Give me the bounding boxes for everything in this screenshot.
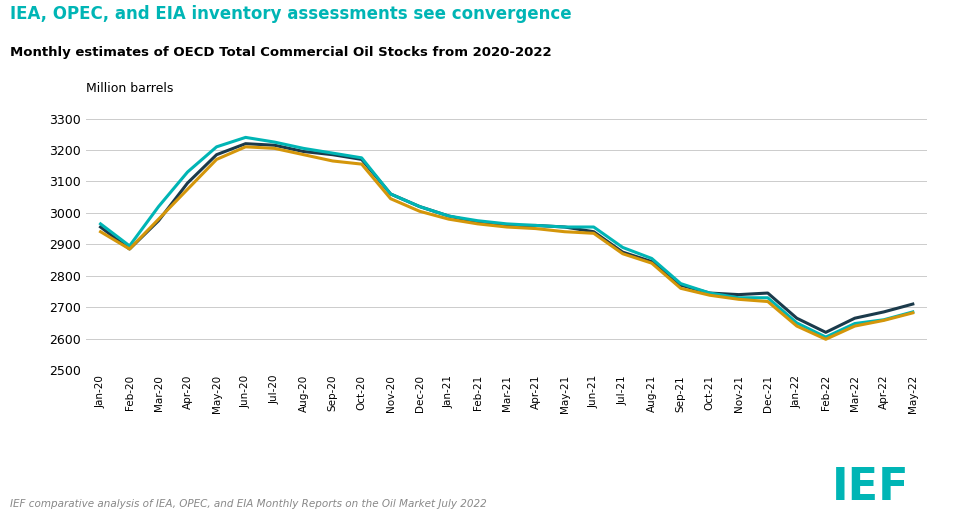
EIA (OECD total commercial stocks): [588, 230, 599, 236]
EIA (OECD total commercial stocks): [182, 186, 193, 192]
EIA (OECD total commercial stocks): [327, 158, 338, 164]
OPEC (OECD total commercial stocks): [733, 295, 745, 301]
IEA (OECD total commercial stocks): [124, 246, 136, 252]
EIA (OECD total commercial stocks): [501, 224, 512, 230]
IEA (OECD total commercial stocks): [443, 213, 454, 219]
OPEC (OECD total commercial stocks): [530, 223, 541, 229]
EIA (OECD total commercial stocks): [269, 145, 280, 152]
OPEC (OECD total commercial stocks): [298, 145, 310, 152]
IEA (OECD total commercial stocks): [501, 223, 512, 229]
IEA (OECD total commercial stocks): [704, 290, 715, 296]
IEA (OECD total commercial stocks): [153, 217, 164, 224]
OPEC (OECD total commercial stocks): [588, 224, 599, 230]
OPEC (OECD total commercial stocks): [269, 139, 280, 145]
OPEC (OECD total commercial stocks): [762, 295, 773, 301]
IEA (OECD total commercial stocks): [211, 152, 223, 158]
EIA (OECD total commercial stocks): [414, 208, 425, 214]
IEA (OECD total commercial stocks): [733, 291, 745, 298]
EIA (OECD total commercial stocks): [298, 152, 310, 158]
OPEC (OECD total commercial stocks): [153, 204, 164, 210]
IEA (OECD total commercial stocks): [849, 315, 860, 321]
EIA (OECD total commercial stocks): [646, 260, 658, 266]
EIA (OECD total commercial stocks): [675, 285, 686, 291]
EIA (OECD total commercial stocks): [443, 216, 454, 222]
IEA (OECD total commercial stocks): [240, 141, 251, 147]
IEA (OECD total commercial stocks): [675, 282, 686, 288]
EIA (OECD total commercial stocks): [95, 229, 106, 235]
IEA (OECD total commercial stocks): [269, 142, 280, 149]
EIA (OECD total commercial stocks): [849, 323, 860, 329]
OPEC (OECD total commercial stocks): [820, 334, 832, 340]
OPEC (OECD total commercial stocks): [240, 134, 251, 140]
IEA (OECD total commercial stocks): [559, 224, 571, 230]
OPEC (OECD total commercial stocks): [559, 224, 571, 230]
IEA (OECD total commercial stocks): [907, 301, 919, 307]
IEA (OECD total commercial stocks): [414, 204, 425, 210]
OPEC (OECD total commercial stocks): [878, 317, 889, 323]
Text: IEA, OPEC, and EIA inventory assessments see convergence: IEA, OPEC, and EIA inventory assessments…: [10, 5, 571, 23]
EIA (OECD total commercial stocks): [153, 216, 164, 222]
OPEC (OECD total commercial stocks): [124, 243, 136, 249]
EIA (OECD total commercial stocks): [791, 323, 802, 329]
Line: EIA (OECD total commercial stocks): EIA (OECD total commercial stocks): [100, 147, 913, 339]
EIA (OECD total commercial stocks): [211, 156, 223, 162]
IEA (OECD total commercial stocks): [327, 152, 338, 158]
IEA (OECD total commercial stocks): [588, 229, 599, 235]
EIA (OECD total commercial stocks): [704, 292, 715, 298]
IEA (OECD total commercial stocks): [298, 149, 310, 155]
IEA (OECD total commercial stocks): [878, 309, 889, 315]
EIA (OECD total commercial stocks): [124, 246, 136, 252]
EIA (OECD total commercial stocks): [559, 229, 571, 235]
OPEC (OECD total commercial stocks): [675, 281, 686, 287]
Line: OPEC (OECD total commercial stocks): OPEC (OECD total commercial stocks): [100, 137, 913, 337]
OPEC (OECD total commercial stocks): [385, 191, 397, 197]
OPEC (OECD total commercial stocks): [791, 320, 802, 326]
EIA (OECD total commercial stocks): [878, 317, 889, 323]
IEA (OECD total commercial stocks): [472, 219, 484, 225]
IEA (OECD total commercial stocks): [530, 223, 541, 229]
IEA (OECD total commercial stocks): [646, 259, 658, 265]
OPEC (OECD total commercial stocks): [501, 221, 512, 227]
OPEC (OECD total commercial stocks): [211, 144, 223, 150]
IEA (OECD total commercial stocks): [820, 329, 832, 336]
IEA (OECD total commercial stocks): [356, 156, 367, 162]
Text: IEF comparative analysis of IEA, OPEC, and EIA Monthly Reports on the Oil Market: IEF comparative analysis of IEA, OPEC, a…: [10, 499, 487, 509]
OPEC (OECD total commercial stocks): [617, 244, 628, 250]
OPEC (OECD total commercial stocks): [646, 255, 658, 262]
OPEC (OECD total commercial stocks): [182, 169, 193, 175]
EIA (OECD total commercial stocks): [240, 144, 251, 150]
OPEC (OECD total commercial stocks): [95, 221, 106, 227]
IEA (OECD total commercial stocks): [385, 191, 397, 197]
Text: Monthly estimates of OECD Total Commercial Oil Stocks from 2020-2022: Monthly estimates of OECD Total Commerci…: [10, 46, 552, 59]
EIA (OECD total commercial stocks): [472, 221, 484, 227]
OPEC (OECD total commercial stocks): [414, 204, 425, 210]
EIA (OECD total commercial stocks): [617, 251, 628, 257]
Text: Million barrels: Million barrels: [86, 82, 173, 95]
IEA (OECD total commercial stocks): [182, 180, 193, 186]
IEA (OECD total commercial stocks): [791, 315, 802, 321]
OPEC (OECD total commercial stocks): [443, 213, 454, 219]
EIA (OECD total commercial stocks): [530, 226, 541, 232]
Line: IEA (OECD total commercial stocks): IEA (OECD total commercial stocks): [100, 144, 913, 333]
OPEC (OECD total commercial stocks): [472, 217, 484, 224]
Text: IEF: IEF: [832, 466, 909, 509]
EIA (OECD total commercial stocks): [356, 161, 367, 167]
EIA (OECD total commercial stocks): [733, 296, 745, 302]
IEA (OECD total commercial stocks): [762, 290, 773, 296]
EIA (OECD total commercial stocks): [385, 196, 397, 202]
OPEC (OECD total commercial stocks): [907, 309, 919, 315]
EIA (OECD total commercial stocks): [820, 336, 832, 342]
EIA (OECD total commercial stocks): [762, 299, 773, 305]
OPEC (OECD total commercial stocks): [356, 155, 367, 161]
OPEC (OECD total commercial stocks): [849, 320, 860, 326]
EIA (OECD total commercial stocks): [907, 310, 919, 316]
IEA (OECD total commercial stocks): [617, 249, 628, 255]
OPEC (OECD total commercial stocks): [327, 150, 338, 156]
OPEC (OECD total commercial stocks): [704, 290, 715, 296]
IEA (OECD total commercial stocks): [95, 224, 106, 230]
